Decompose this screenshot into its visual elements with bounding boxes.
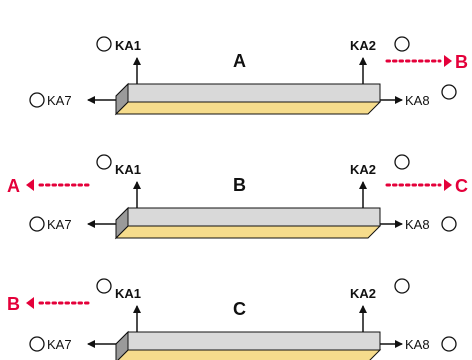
transfer-left-label: A: [7, 176, 20, 196]
ka1-sensor-icon: [96, 154, 112, 170]
transfer-right-arrowhead: [444, 179, 452, 191]
ka2-sensor-icon: [394, 36, 410, 52]
transfer-left-arrowhead: [26, 297, 34, 309]
ka2-label: KA2: [350, 38, 376, 53]
row-title: A: [233, 51, 246, 71]
row-b: KA1 KA2 KA7 KA8 B A C: [7, 154, 468, 240]
bar-left-end: [115, 330, 129, 360]
ka8-label: KA8: [405, 217, 430, 232]
ka1-label: KA1: [115, 38, 141, 53]
bar-bottom-face: [117, 349, 382, 360]
ka8-label: KA8: [405, 93, 430, 108]
transfer-left-label: B: [7, 294, 20, 314]
transfer-right-arrowhead: [444, 55, 452, 67]
row-a: KA1 KA2 KA7 KA8 A B: [29, 36, 468, 116]
bar-left-end: [115, 206, 129, 240]
transfer-right-label: B: [455, 52, 468, 72]
ka1-label: KA1: [115, 286, 141, 301]
ka8-sensor-icon: [441, 216, 457, 232]
ka8-label: KA8: [405, 337, 430, 352]
row-title: B: [233, 175, 246, 195]
ka7-sensor-icon: [29, 336, 45, 352]
ka1-sensor-icon: [96, 36, 112, 52]
ka7-sensor-icon: [29, 92, 45, 108]
ka2-label: KA2: [350, 162, 376, 177]
conveyor-bar: [114, 206, 382, 240]
bar-bottom-face: [114, 101, 382, 115]
ka7-label: KA7: [47, 93, 72, 108]
bar-top-face: [127, 207, 381, 227]
ka7-sensor-icon: [29, 216, 45, 232]
transfer-right-label: C: [455, 176, 468, 196]
bar-left-end: [115, 82, 129, 116]
ka7-label: KA7: [47, 217, 72, 232]
conveyor-bar: [114, 82, 382, 116]
bar-top-face: [127, 331, 381, 351]
ka1-label: KA1: [115, 162, 141, 177]
transfer-left-arrowhead: [26, 179, 34, 191]
conveyor-bar: [115, 330, 382, 360]
ka7-label: KA7: [47, 337, 72, 352]
row-c: KA1 KA2 KA7 KA8 C B: [7, 278, 457, 360]
bar-top-face: [127, 83, 381, 103]
ka8-sensor-icon: [441, 84, 457, 100]
ka8-sensor-icon: [441, 336, 457, 352]
row-title: C: [233, 299, 246, 319]
ka2-label: KA2: [350, 286, 376, 301]
ka2-sensor-icon: [394, 278, 410, 294]
ka2-sensor-icon: [394, 154, 410, 170]
bar-bottom-face: [114, 225, 382, 239]
ka1-sensor-icon: [96, 278, 112, 294]
